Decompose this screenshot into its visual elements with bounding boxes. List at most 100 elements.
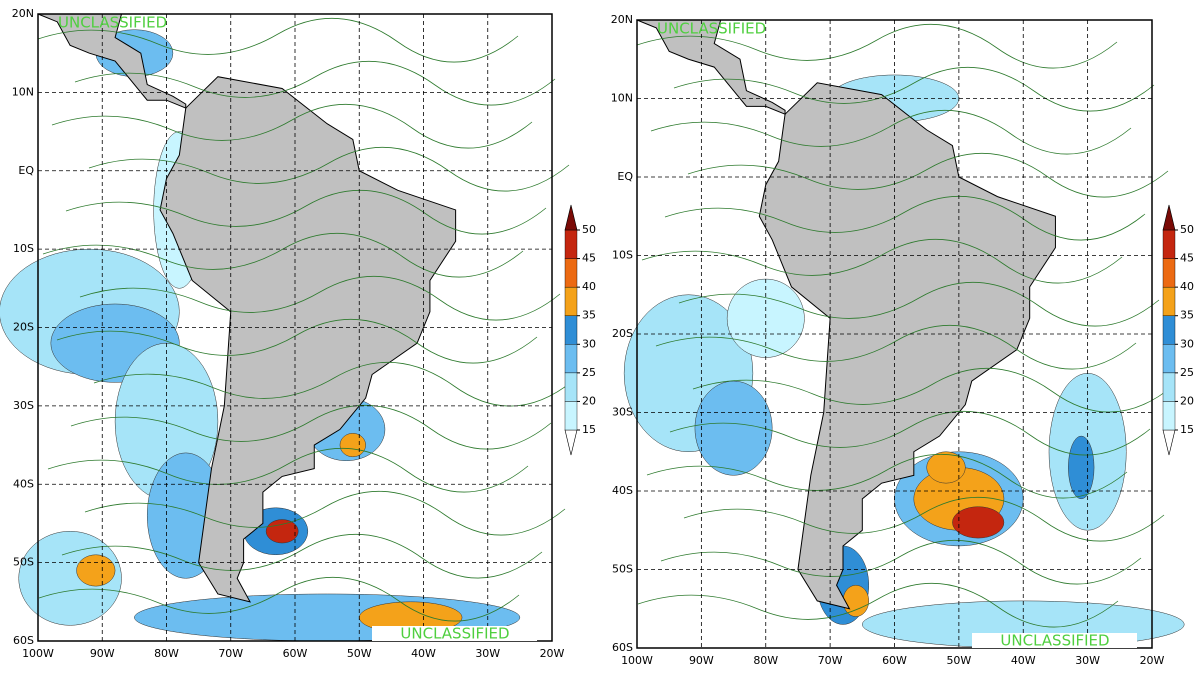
- streamline: [65, 189, 547, 235]
- lat-label: 40S: [612, 484, 633, 497]
- lon-label: 60W: [283, 647, 308, 660]
- colorbar-band: [1162, 401, 1176, 431]
- lon-label: 50W: [347, 647, 372, 660]
- classification-banner: UNCLASSIFIED: [400, 625, 509, 643]
- lon-label: 100W: [621, 654, 653, 667]
- colorbar-band: [1162, 286, 1176, 316]
- wind-shading: [926, 451, 966, 484]
- colorbar-extend: [1162, 429, 1176, 456]
- lat-label: 20S: [13, 321, 34, 334]
- lon-label: 100W: [22, 647, 54, 660]
- lon-label: 50W: [946, 654, 971, 667]
- wind-shading: [952, 506, 1005, 539]
- streamline: [655, 324, 1137, 370]
- classification-banner: UNCLASSIFIED: [58, 14, 167, 32]
- lat-label: 20N: [12, 7, 34, 20]
- lat-label: 50S: [13, 556, 34, 569]
- lat-label: EQ: [18, 164, 34, 177]
- lat-label: 60S: [612, 641, 633, 654]
- colorbar-band: [1162, 258, 1176, 288]
- lon-label: 80W: [154, 647, 179, 660]
- colorbar-label: 45: [582, 252, 596, 265]
- wind-shading: [694, 380, 773, 476]
- lat-label: 10N: [611, 92, 633, 105]
- streamline: [637, 582, 1119, 628]
- streamline: [692, 367, 1174, 413]
- colorbar-extend: [1162, 204, 1176, 231]
- streamline: [678, 281, 1160, 327]
- colorbar-label: 35: [582, 309, 596, 322]
- lat-label: 30S: [612, 406, 633, 419]
- lat-label: 20N: [611, 13, 633, 26]
- streamline: [646, 453, 1128, 499]
- colorbar-band: [564, 344, 578, 374]
- colorbar-band: [564, 258, 578, 288]
- lat-label: EQ: [617, 170, 633, 183]
- streamline: [641, 238, 1123, 284]
- classification-banner: UNCLASSIFIED: [657, 20, 766, 38]
- colorbar-band: [1162, 344, 1176, 374]
- land: [636, 19, 786, 115]
- lon-label: 70W: [818, 654, 843, 667]
- colorbar-label: 35: [1180, 309, 1194, 322]
- wind-shading: [76, 554, 116, 587]
- streamline: [664, 195, 1146, 241]
- colorbar-label: 20: [1180, 394, 1194, 407]
- streamline: [683, 496, 1165, 542]
- colorbar-band: [564, 372, 578, 402]
- lat-label: 10S: [13, 242, 34, 255]
- lat-label: 10S: [612, 249, 633, 262]
- streamline: [673, 66, 1155, 112]
- colorbar-band: [1162, 229, 1176, 259]
- colorbar-band: [564, 315, 578, 345]
- streamline: [61, 533, 543, 579]
- colorbar-band: [564, 401, 578, 431]
- streamline: [636, 23, 1118, 69]
- lat-label: 50S: [612, 563, 633, 576]
- lon-label: 20W: [1140, 654, 1165, 667]
- streamline: [51, 103, 533, 149]
- colorbar-band: [1162, 372, 1176, 402]
- wind-shading: [339, 433, 366, 458]
- colorbar-extend: [564, 429, 578, 456]
- streamline: [93, 361, 575, 407]
- lat-label: 40S: [13, 477, 34, 490]
- classification-box: [972, 633, 1137, 648]
- colorbar-band: [564, 286, 578, 316]
- lon-label: 60W: [882, 654, 907, 667]
- lon-label: 80W: [753, 654, 778, 667]
- lon-label: 90W: [689, 654, 714, 667]
- streamline: [37, 17, 519, 63]
- colorbar-extend: [564, 204, 578, 231]
- streamline: [79, 275, 561, 321]
- wind-shading: [1068, 435, 1095, 500]
- colorbar-label: 25: [582, 366, 596, 379]
- lon-label: 20W: [540, 647, 565, 660]
- streamline: [74, 60, 556, 106]
- lon-label: 30W: [475, 647, 500, 660]
- streamline: [650, 109, 1132, 155]
- streamline: [70, 404, 552, 450]
- streamline: [687, 152, 1169, 198]
- lon-label: 40W: [411, 647, 436, 660]
- lon-label: 40W: [1011, 654, 1036, 667]
- colorbar-label: 15: [582, 423, 596, 436]
- lon-label: 30W: [1075, 654, 1100, 667]
- streamline: [56, 318, 538, 364]
- classification-box: [372, 626, 537, 641]
- land: [37, 13, 187, 109]
- colorbar-label: 20: [582, 394, 596, 407]
- streamline: [47, 447, 529, 493]
- streamline: [38, 576, 520, 622]
- colorbar-label: 25: [1180, 366, 1194, 379]
- streamline: [84, 490, 566, 536]
- colorbar-label: 30: [582, 337, 596, 350]
- colorbar-label: 15: [1180, 423, 1194, 436]
- streamline: [669, 410, 1151, 456]
- colorbar-label: 50: [582, 223, 596, 236]
- streamline: [88, 146, 570, 192]
- map-frame: [636, 19, 1153, 649]
